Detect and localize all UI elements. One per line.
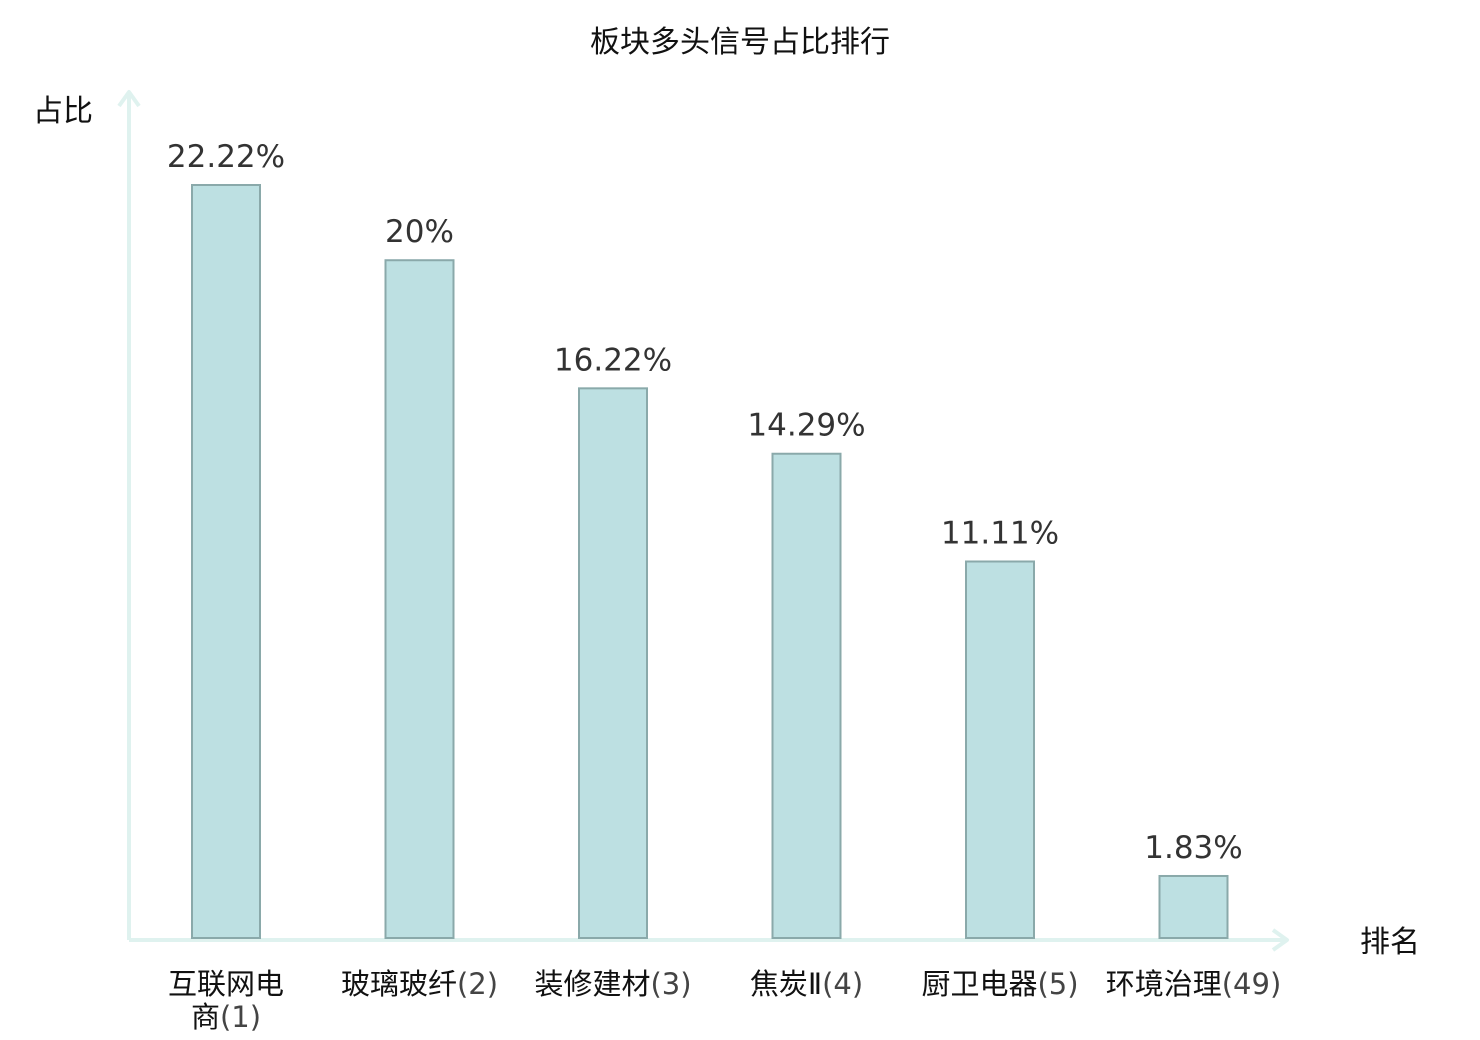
category-label-5: 环境治理(49) <box>1106 967 1282 1001</box>
bar-1 <box>384 259 455 939</box>
bar-3 <box>771 452 842 939</box>
chart-title: 板块多头信号占比排行 <box>590 25 890 60</box>
category-rank: (2) <box>457 967 498 1001</box>
category-label-1: 玻璃玻纤(2) <box>341 967 498 1001</box>
data-label-2: 16.22% <box>554 342 672 378</box>
category-rank: (3) <box>650 967 691 1001</box>
bars <box>191 184 1229 940</box>
data-label-1: 20% <box>385 214 454 250</box>
axes <box>117 90 1289 952</box>
category-rank: (5) <box>1037 967 1078 1001</box>
category-rank: (49) <box>1222 967 1282 1001</box>
category-name: 焦炭Ⅱ <box>750 967 822 1001</box>
y-axis-arrow <box>117 90 141 108</box>
category-label-4: 厨卫电器(5) <box>921 967 1078 1001</box>
data-label-5: 1.83% <box>1144 830 1242 866</box>
category-name: 厨卫电器 <box>921 967 1037 1001</box>
bar-5 <box>1158 874 1229 940</box>
x-axis-arrow <box>1271 928 1289 952</box>
y-axis-label: 占比 <box>33 94 93 129</box>
category-rank: (4) <box>822 967 863 1001</box>
data-labels: 22.22% 20% 16.22% 14.29% 11.11% 1.83% <box>167 139 1243 866</box>
bar-2 <box>578 387 648 939</box>
category-name: 环境治理 <box>1106 967 1222 1001</box>
category-label-0: 互联网电商(1) <box>168 967 284 1034</box>
category-name: 商 <box>191 1000 220 1034</box>
category-rank: (1) <box>220 1000 261 1034</box>
category-labels: 互联网电商(1)玻璃玻纤(2) 装修建材(3) 焦炭Ⅱ(4) 厨卫电器(5) 环境治理(… <box>168 967 1281 1034</box>
data-label-3: 14.29% <box>747 408 865 444</box>
x-axis-label: 排名 <box>1360 925 1420 960</box>
data-label-0: 22.22% <box>167 139 285 175</box>
category-label-2: 装修建材(3) <box>534 967 691 1001</box>
category-label-3: 焦炭Ⅱ(4) <box>750 967 863 1001</box>
category-name: 玻璃玻纤 <box>341 967 457 1001</box>
data-label-4: 11.11% <box>941 516 1059 552</box>
category-name: 装修建材 <box>534 967 650 1001</box>
bar-0 <box>191 184 261 939</box>
bar-4 <box>965 560 1035 939</box>
category-name: 互联网电 <box>168 967 284 1001</box>
